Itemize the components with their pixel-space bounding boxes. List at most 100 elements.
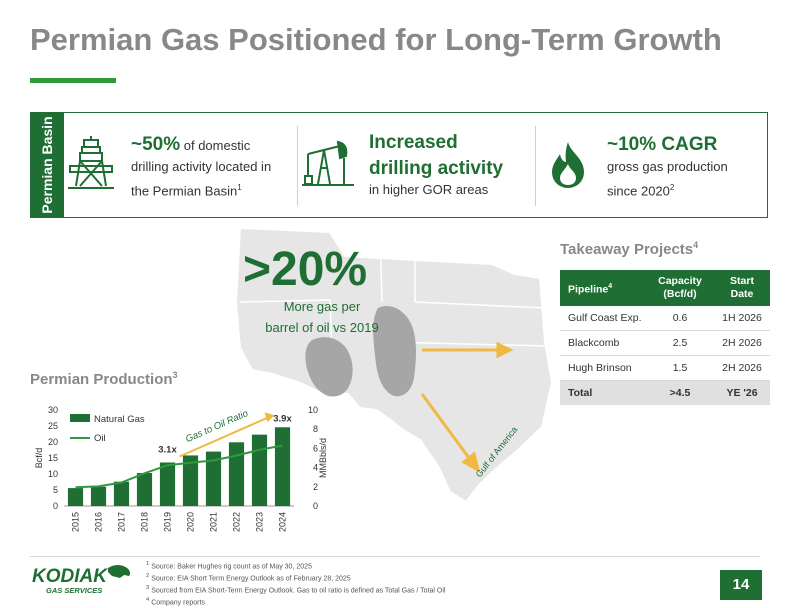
takeaway-title-text: Takeaway Projects (560, 241, 694, 258)
y-tick-label: 0 (53, 501, 58, 511)
table-row: Hugh Brinson 1.5 2H 2026 (560, 355, 770, 381)
cell-pipeline: Gulf Coast Exp. (560, 306, 646, 331)
y-tick-label: 30 (48, 405, 58, 415)
y-tick-label: 25 (48, 421, 58, 431)
stat-cagr: ~10% CAGR gross gas production since 202… (607, 134, 757, 201)
bear-icon (108, 565, 131, 578)
takeaway-table: Pipeline4 Capacity (Bcf/d) Start Date Gulf… (560, 270, 770, 405)
gas-per-barrel-sub1: More gas per (283, 299, 361, 314)
page-title: Permian Gas Positioned for Long-Term Gro… (30, 22, 722, 57)
logo-wordmark: KODIAK (32, 566, 108, 587)
delaware-basin (305, 337, 353, 397)
footnote: 4 Company reports (146, 597, 205, 607)
page-number: 14 (720, 570, 762, 600)
cell-start: 2H 2026 (714, 355, 770, 381)
production-title-sup: 3 (172, 370, 178, 380)
x-tick-label: 2023 (255, 512, 265, 532)
gor-arrow-line (179, 416, 269, 458)
cell-capacity: >4.5 (646, 380, 714, 405)
pumpjack-icon (302, 140, 354, 186)
bar-natural-gas (67, 488, 84, 506)
y-tick-label: 5 (53, 485, 58, 495)
texas-region-map: Gulf of America (234, 226, 554, 504)
pipeline-arrow-east (422, 341, 514, 359)
side-tab-label: Permian Basin (39, 116, 55, 214)
footnote: 2 Source: EIA Short Term Energy Outlook … (146, 573, 351, 583)
y-tick-label: 10 (48, 469, 58, 479)
x-tick-label: 2018 (140, 512, 150, 532)
y2-tick-label: 4 (313, 463, 318, 473)
production-chart: 0 5 10 15 20 25 30 0 2 4 6 8 10 Bcf/d MMBbls/d 2015 2016… (34, 405, 328, 532)
kodiak-logo: KODIAK GAS SERVICES (32, 565, 131, 595)
stat-cagr-line2: gross gas production (607, 159, 728, 174)
cell-pipeline: Total (560, 380, 646, 405)
annotation-2019: 3.1x (158, 444, 177, 455)
cell-start: 1H 2026 (714, 306, 770, 331)
footnote: 3 Sourced from EIA Short-Term Energy Out… (146, 585, 446, 595)
bar-natural-gas (136, 473, 153, 506)
title-accent-bar (30, 78, 116, 83)
x-tick-label: 2020 (186, 512, 196, 532)
cell-capacity: 0.6 (646, 306, 714, 331)
y-tick-label: 15 (48, 453, 58, 463)
y-tick-label: 20 (48, 437, 58, 447)
bar-natural-gas (251, 434, 268, 506)
x-tick-label: 2015 (71, 512, 81, 532)
stat-drilling-big1: Increased (369, 132, 458, 153)
production-title: Permian Production3 (30, 370, 178, 388)
stat-rigs-big: ~50% (131, 134, 181, 155)
takeaway-title: Takeaway Projects4 (560, 240, 698, 258)
legend-swatch-gas (70, 414, 90, 422)
y2-axis-label: MMBbls/d (318, 438, 328, 478)
production-title-text: Permian Production (30, 371, 173, 388)
bar-natural-gas (228, 442, 245, 506)
x-tick-label: 2017 (117, 512, 127, 532)
legend-label-oil: Oil (94, 433, 106, 444)
y2-tick-label: 2 (313, 482, 318, 492)
x-tick-label: 2016 (94, 512, 104, 532)
bar-natural-gas (205, 451, 222, 506)
state-borders (239, 231, 546, 355)
stat-rigs: ~50% of domestic drilling activity locat… (131, 134, 291, 201)
bar-natural-gas (159, 462, 176, 506)
gas-per-barrel-big: >20% (243, 243, 368, 296)
footnotes: 1 Source: Baker Hughes rig count as of M… (146, 560, 445, 608)
takeaway-header-row: Pipeline4 Capacity (Bcf/d) Start Date (560, 270, 770, 306)
annotation-2024: 3.9x (273, 413, 292, 424)
cell-start: YE '26 (714, 380, 770, 405)
stat-drilling: Increased drilling activity in higher GO… (369, 130, 519, 198)
x-tick-label: 2021 (209, 512, 219, 532)
line-oil (75, 444, 283, 489)
side-tab: Permian Basin (30, 112, 64, 218)
footer-divider (30, 556, 760, 557)
bar-natural-gas (182, 455, 199, 506)
header-pipeline: Pipeline4 (560, 270, 646, 306)
gor-arrow-head (264, 412, 275, 423)
cell-capacity: 2.5 (646, 330, 714, 356)
table-row: Blackcomb 2.5 2H 2026 (560, 330, 770, 356)
header-capacity: Capacity (Bcf/d) (646, 270, 714, 306)
bar-natural-gas (113, 481, 130, 506)
drilling-rig-icon (68, 136, 114, 189)
flame-icon (552, 142, 584, 188)
panel-divider (297, 126, 298, 206)
panel-divider (535, 126, 536, 206)
stat-drilling-line3: in higher GOR areas (369, 182, 489, 197)
x-tick-label: 2022 (232, 512, 242, 532)
cell-pipeline: Hugh Brinson (560, 355, 646, 381)
midland-basin (373, 306, 416, 397)
bar-natural-gas (274, 427, 291, 506)
x-tick-label: 2019 (163, 512, 173, 532)
x-tick-label: 2024 (278, 512, 288, 532)
stat-cagr-sup: 2 (669, 183, 675, 192)
stat-cagr-line3: since 2020 (607, 183, 670, 199)
y2-tick-label: 6 (313, 443, 318, 453)
stat-rigs-line3: the Permian Basin (131, 183, 238, 199)
legend-label-gas: Natural Gas (94, 414, 145, 425)
footnote: 1 Source: Baker Hughes rig count as of M… (146, 561, 312, 571)
table-total-row: Total >4.5 YE '26 (560, 380, 770, 405)
cell-capacity: 1.5 (646, 355, 714, 381)
cell-pipeline: Blackcomb (560, 330, 646, 356)
gas-per-barrel-sub: More gas per barrel of oil vs 2019 (238, 296, 406, 338)
y2-tick-label: 0 (313, 501, 318, 511)
